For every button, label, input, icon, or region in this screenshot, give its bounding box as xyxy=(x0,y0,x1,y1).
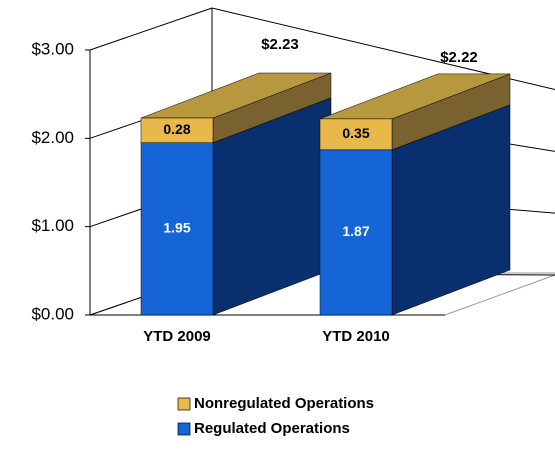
total-label: $2.23 xyxy=(261,36,299,53)
legend-swatch xyxy=(177,422,191,436)
value-label: 0.28 xyxy=(163,121,190,137)
y-tick-label: $1.00 xyxy=(31,216,74,235)
value-label: 0.35 xyxy=(342,125,369,141)
bar xyxy=(140,117,214,144)
y-tick-label: $0.00 xyxy=(31,304,74,323)
value-label: 1.95 xyxy=(163,220,190,236)
x-tick-label: YTD 2010 xyxy=(322,328,390,345)
legend-swatch xyxy=(177,397,191,411)
y-tick-label: $3.00 xyxy=(31,39,74,58)
x-tick-label: YTD 2009 xyxy=(143,328,211,345)
value-label: 1.87 xyxy=(342,223,369,239)
legend-label: Nonregulated Operations xyxy=(194,395,374,412)
bar xyxy=(140,142,214,316)
bar xyxy=(319,118,393,151)
y-tick-label: $2.00 xyxy=(31,128,74,147)
grid-diagonal xyxy=(89,7,213,51)
total-label: $2.22 xyxy=(440,49,478,66)
bar xyxy=(319,149,393,316)
legend-label: Regulated Operations xyxy=(194,420,350,437)
